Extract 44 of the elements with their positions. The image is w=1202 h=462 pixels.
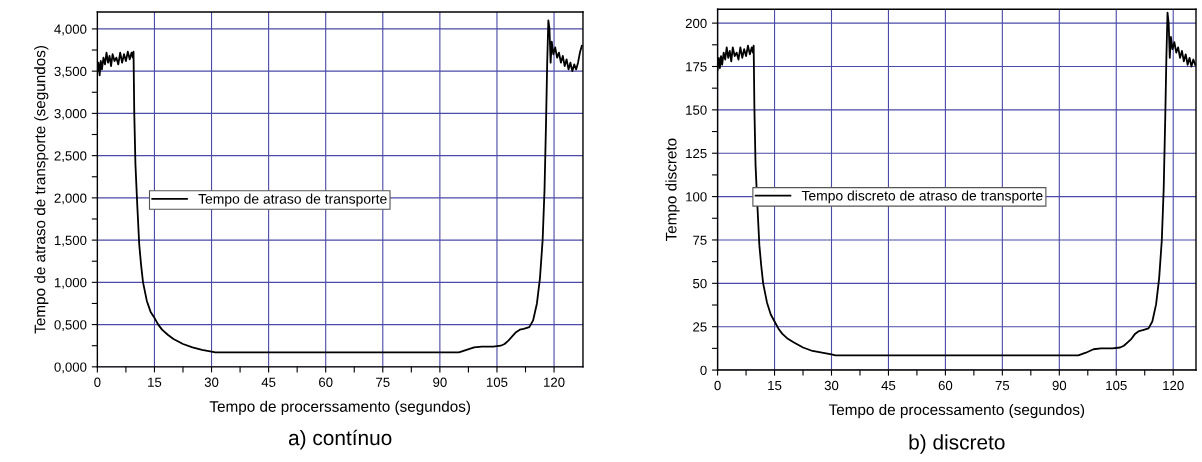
y-tick-label: 1,500 (54, 235, 87, 247)
x-tick-label: 105 (486, 377, 508, 387)
text: a) contínuo (288, 429, 392, 450)
y-axis-title: Tempo de atraso de transporte (segundos) (34, 45, 49, 334)
legend-label: Tempo discreto de atraso de transporte (801, 190, 1043, 204)
x-tick-label: 75 (995, 380, 1010, 391)
x-tick-label: 90 (1052, 380, 1067, 391)
x-axis-title: Tempo de processamento (segundos) (828, 403, 1085, 419)
x-tick-label: 75 (376, 377, 390, 387)
y-tick-label: 3,000 (54, 108, 87, 120)
x-tick-label: 120 (1163, 380, 1184, 391)
y-tick-label: 3,500 (54, 66, 87, 78)
x-tick-label: 105 (1106, 380, 1127, 391)
y-tick-label: 0,000 (54, 362, 87, 374)
x-tick-label: 60 (319, 377, 333, 387)
y-tick-label: 200 (685, 18, 707, 29)
y-tick-label: 2,000 (54, 193, 87, 205)
y-axis-title: Tempo discreto (665, 138, 680, 242)
y-tick-label: 175 (686, 62, 707, 72)
x-tick-label: 45 (881, 380, 896, 391)
y-tick-label: 0,500 (54, 320, 87, 332)
y-tick-label: 0 (700, 365, 707, 375)
x-tick-label: 15 (148, 377, 162, 387)
x-tick-label: 30 (204, 377, 219, 387)
x-axis-title: Tempo de procerssamento (segundos) (209, 400, 470, 415)
text: b) discreto (909, 434, 1005, 454)
y-tick-label: 4,000 (54, 24, 87, 36)
x-tick-label: 15 (768, 380, 782, 391)
x-tick-label: 45 (261, 377, 276, 387)
x-tick-label: 120 (544, 377, 565, 387)
y-tick-label: 100 (686, 192, 707, 202)
y-tick-label: 25 (693, 322, 707, 332)
y-tick-label: 50 (693, 278, 707, 289)
x-tick-label: 0 (94, 377, 101, 387)
y-tick-label: 2,500 (54, 151, 87, 163)
y-tick-label: 125 (686, 148, 707, 159)
x-tick-label: 30 (824, 380, 839, 391)
x-tick-label: 90 (433, 377, 447, 387)
y-tick-label: 75 (693, 235, 707, 245)
x-tick-label: 60 (938, 380, 953, 391)
x-tick-label: 0 (714, 380, 721, 391)
y-tick-label: 1,000 (54, 277, 87, 289)
y-tick-label: 150 (686, 105, 707, 115)
legend-label: Tempo de atraso de transporte (198, 193, 387, 207)
